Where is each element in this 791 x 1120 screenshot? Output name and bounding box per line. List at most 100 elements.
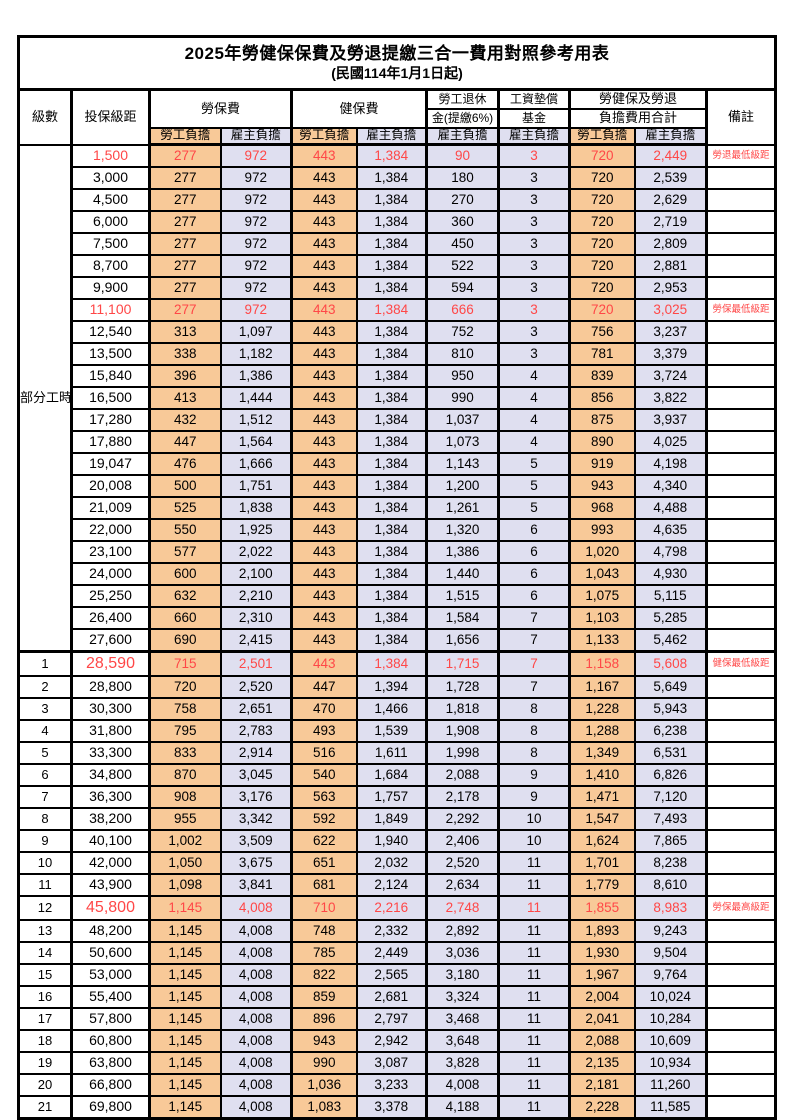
level-cell: 17 xyxy=(17,1007,73,1031)
value-cell: 1,320 xyxy=(425,518,500,542)
value-cell: 11 xyxy=(497,895,571,921)
table-row: 11 43,900 1,098 3,841 681 2,124 2,634 11 1,779 8,… xyxy=(17,873,777,897)
subheader-total-employee: 勞工負擔 xyxy=(568,127,636,146)
value-cell: 1,145 xyxy=(148,963,222,987)
value-cell: 785 xyxy=(290,941,358,965)
value-cell: 9,243 xyxy=(633,919,708,943)
value-cell: 2,124 xyxy=(355,873,428,897)
bracket-cell: 31,800 xyxy=(70,719,151,743)
remark-cell xyxy=(704,540,777,564)
table-row: 10 42,000 1,050 3,675 651 2,032 2,520 11 1,701 8,… xyxy=(17,851,777,875)
value-cell: 550 xyxy=(148,518,222,542)
bracket-cell: 4,500 xyxy=(70,188,151,212)
value-cell: 1,145 xyxy=(148,985,222,1009)
value-cell: 1,384 xyxy=(355,364,428,388)
value-cell: 5,608 xyxy=(633,650,708,677)
value-cell: 180 xyxy=(425,166,500,190)
bracket-cell: 19,047 xyxy=(70,452,151,476)
value-cell: 9 xyxy=(497,785,571,809)
bracket-cell: 15,840 xyxy=(70,364,151,388)
value-cell: 1,384 xyxy=(355,386,428,410)
value-cell: 443 xyxy=(290,320,358,344)
remark-cell xyxy=(704,232,777,256)
table-row: 27,600 690 2,415 443 1,384 1,656 7 1,133 5,462 xyxy=(19,628,777,653)
level-cell: 14 xyxy=(17,941,73,965)
page-subtitle: (民國114年1月1日起) xyxy=(331,64,463,81)
value-cell: 5 xyxy=(497,452,571,476)
value-cell: 2,216 xyxy=(355,895,428,921)
header-row-3: 勞工負擔 雇主負擔 勞工負擔 雇主負擔 雇主負擔 雇主負擔 勞工負擔 雇主負擔 xyxy=(19,127,776,146)
table-row: 16 55,400 1,145 4,008 859 2,681 3,324 11 2,004 10… xyxy=(17,985,777,1009)
bracket-cell: 38,200 xyxy=(70,807,151,831)
value-cell: 10,284 xyxy=(633,1007,708,1031)
remark-cell xyxy=(704,430,777,454)
value-cell: 5 xyxy=(497,474,571,498)
value-cell: 11 xyxy=(497,941,571,965)
value-cell: 3 xyxy=(497,143,571,168)
bracket-cell: 43,900 xyxy=(70,873,151,897)
value-cell: 1,349 xyxy=(568,741,636,765)
value-cell: 338 xyxy=(148,342,222,366)
header-pension-line2: 金(提繳6%) xyxy=(425,108,500,129)
value-cell: 2,181 xyxy=(568,1073,636,1097)
value-cell: 5 xyxy=(497,496,571,520)
value-cell: 7 xyxy=(497,650,571,677)
value-cell: 1,261 xyxy=(425,496,500,520)
value-cell: 3,342 xyxy=(219,807,293,831)
value-cell: 4,008 xyxy=(425,1073,500,1097)
value-cell: 943 xyxy=(290,1029,358,1053)
value-cell: 2,100 xyxy=(219,562,293,586)
bracket-cell: 66,800 xyxy=(70,1073,151,1097)
bracket-cell: 7,500 xyxy=(70,232,151,256)
value-cell: 1,838 xyxy=(219,496,293,520)
value-cell: 432 xyxy=(148,408,222,432)
value-cell: 1,167 xyxy=(568,675,636,699)
remark-cell xyxy=(704,342,777,366)
bracket-cell: 27,600 xyxy=(70,628,151,653)
value-cell: 720 xyxy=(568,166,636,190)
value-cell: 859 xyxy=(290,985,358,1009)
value-cell: 1,564 xyxy=(219,430,293,454)
table-row: 17,280 432 1,512 443 1,384 1,037 4 875 3,937 xyxy=(19,408,777,432)
value-cell: 2,449 xyxy=(355,941,428,965)
value-cell: 1,158 xyxy=(568,650,636,677)
value-cell: 1,145 xyxy=(148,1051,222,1075)
value-cell: 3,841 xyxy=(219,873,293,897)
value-cell: 4,008 xyxy=(219,1007,293,1031)
remark-cell xyxy=(704,763,777,787)
value-cell: 3,036 xyxy=(425,941,500,965)
header-wage-fund-line1: 工資墊償 xyxy=(497,88,571,110)
table-row: 26,400 660 2,310 443 1,384 1,584 7 1,103 5,285 xyxy=(19,606,777,630)
value-cell: 955 xyxy=(148,807,222,831)
table-row: 19 63,800 1,145 4,008 990 3,087 3,828 11 2,135 10… xyxy=(17,1051,777,1075)
value-cell: 577 xyxy=(148,540,222,564)
value-cell: 1,611 xyxy=(355,741,428,765)
bracket-cell: 60,800 xyxy=(70,1029,151,1053)
remark-cell xyxy=(704,741,777,765)
value-cell: 720 xyxy=(568,232,636,256)
value-cell: 4 xyxy=(497,386,571,410)
remark-cell xyxy=(704,719,777,743)
value-cell: 1,145 xyxy=(148,1073,222,1097)
value-cell: 822 xyxy=(290,963,358,987)
table-row: 5 33,300 833 2,914 516 1,611 1,998 8 1,349 6,531 xyxy=(17,741,777,765)
bracket-cell: 50,600 xyxy=(70,941,151,965)
value-cell: 1,098 xyxy=(148,873,222,897)
level-cell: 1 xyxy=(17,650,73,677)
value-cell: 4,025 xyxy=(633,430,708,454)
value-cell: 1,967 xyxy=(568,963,636,987)
value-cell: 90 xyxy=(425,143,500,168)
value-cell: 1,384 xyxy=(355,650,428,677)
value-cell: 1,384 xyxy=(355,430,428,454)
table-row: 13,500 338 1,182 443 1,384 810 3 781 3,379 xyxy=(19,342,777,366)
value-cell: 1,075 xyxy=(568,584,636,608)
value-cell: 5,943 xyxy=(633,697,708,721)
value-cell: 3 xyxy=(497,276,571,300)
value-cell: 360 xyxy=(425,210,500,234)
value-cell: 3 xyxy=(497,342,571,366)
value-cell: 3,509 xyxy=(219,829,293,853)
header-bracket: 投保級距 xyxy=(70,88,151,146)
value-cell: 3 xyxy=(497,166,571,190)
table-row: 9 40,100 1,002 3,509 622 1,940 2,406 10 1,624 7,8… xyxy=(17,829,777,853)
value-cell: 1,145 xyxy=(148,1007,222,1031)
